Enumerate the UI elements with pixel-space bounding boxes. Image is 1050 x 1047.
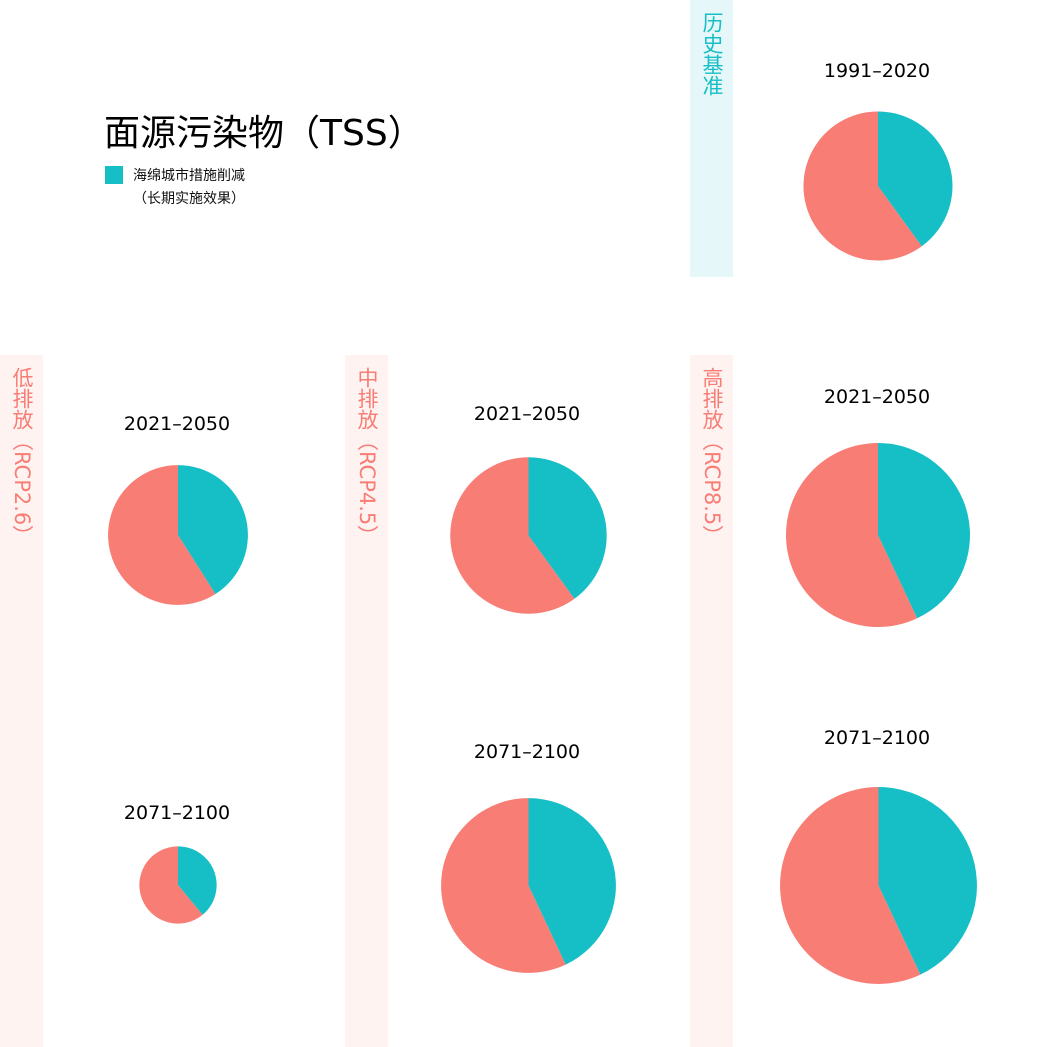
pie-low2-reduction-slice bbox=[178, 846, 217, 915]
pie-low1 bbox=[108, 465, 248, 605]
pie-low2-remaining-slice bbox=[139, 846, 203, 924]
pie-mid1-remaining-slice bbox=[449, 456, 574, 614]
pie-mid2-title: 2071–2100 bbox=[473, 741, 581, 763]
low-emission-band: 低排放（RCP2.6） bbox=[0, 355, 43, 1047]
pie-mid2 bbox=[440, 797, 616, 973]
pie-hist-title: 1991–2020 bbox=[823, 60, 931, 82]
legend-label-note: （长期实施效果） bbox=[133, 191, 245, 207]
chart-title: 面源污染物（TSS） bbox=[104, 113, 424, 154]
pie-mid2-remaining-slice bbox=[440, 797, 566, 973]
pie-high2-reduction-slice bbox=[878, 786, 977, 975]
pie-high1-reduction-slice bbox=[878, 443, 970, 619]
pie-low1-title: 2021–2050 bbox=[123, 413, 231, 435]
pie-mid1 bbox=[449, 456, 607, 614]
pie-mid2-reduction-slice bbox=[528, 797, 616, 965]
pie-hist-remaining-slice bbox=[803, 111, 922, 261]
pie-high1 bbox=[786, 443, 970, 627]
pie-mid1-reduction-slice bbox=[528, 456, 607, 599]
mid-emission-band-label: 中排放（RCP4.5） bbox=[355, 367, 379, 547]
low-emission-band-label: 低排放（RCP2.6） bbox=[10, 367, 34, 547]
historical-band: 历史基准 bbox=[690, 0, 733, 277]
pie-low2-title: 2071–2100 bbox=[123, 802, 231, 824]
pie-mid1-title: 2021–2050 bbox=[473, 403, 581, 425]
pie-low1-remaining-slice bbox=[108, 465, 216, 605]
mid-emission-band: 中排放（RCP4.5） bbox=[345, 355, 388, 1047]
pie-low1-reduction-slice bbox=[178, 465, 248, 595]
high-emission-band: 高排放（RCP8.5） bbox=[690, 355, 733, 1047]
pie-high1-title: 2021–2050 bbox=[823, 386, 931, 408]
pie-high2-title: 2071–2100 bbox=[823, 727, 931, 749]
pie-low2 bbox=[139, 846, 217, 924]
pie-hist-reduction-slice bbox=[878, 111, 953, 247]
pie-high2-remaining-slice bbox=[779, 786, 920, 984]
pie-high1-remaining-slice bbox=[786, 443, 918, 627]
pie-high2 bbox=[779, 786, 977, 984]
historical-band-label: 历史基准 bbox=[700, 12, 724, 96]
pie-hist bbox=[803, 111, 953, 261]
legend-swatch bbox=[105, 166, 123, 184]
legend-label: 海绵城市措施削减 bbox=[133, 168, 245, 184]
high-emission-band-label: 高排放（RCP8.5） bbox=[700, 367, 724, 547]
